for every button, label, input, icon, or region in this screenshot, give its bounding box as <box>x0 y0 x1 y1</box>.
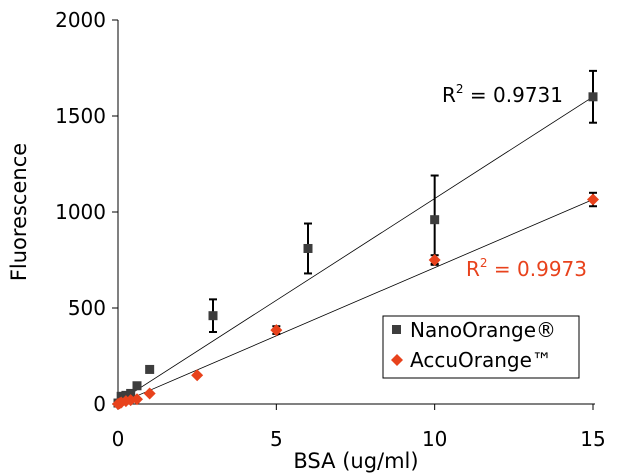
point-nanoorange <box>145 364 155 374</box>
r2-nanoorange-exp: 2 <box>456 82 464 96</box>
legend-box <box>382 315 580 379</box>
point-accuorange <box>587 193 599 206</box>
point-accuorange <box>131 393 143 406</box>
data-points <box>112 92 599 410</box>
point-accuorange <box>143 387 156 400</box>
r2-accuorange-value: = 0.9973 <box>488 257 587 281</box>
r2-accuorange: R2 = 0.9973 <box>466 256 587 281</box>
legend: NanoOrange® AccuOrange™ <box>382 315 580 379</box>
fit-line-nanoorange <box>117 96 594 403</box>
point-nanoorange <box>588 92 598 102</box>
r2-accuorange-exp: 2 <box>480 256 488 270</box>
y-tick-label: 2000 <box>55 8 106 32</box>
r2-accuorange-label: R <box>466 257 480 281</box>
r2-nanoorange-value: = 0.9731 <box>464 83 563 107</box>
x-axis-title: BSA (ug/ml) <box>293 449 418 473</box>
x-tick-label: 5 <box>270 427 283 451</box>
point-nanoorange <box>430 215 440 225</box>
x-ticks: 0 5 10 15 <box>112 404 606 451</box>
point-nanoorange <box>303 243 313 253</box>
x-tick-label: 10 <box>422 427 447 451</box>
x-tick-label: 15 <box>580 427 605 451</box>
point-accuorange <box>270 324 283 337</box>
legend-label-nanoorange: NanoOrange® <box>410 318 556 342</box>
point-accuorange <box>428 254 441 266</box>
y-tick-label: 0 <box>93 392 106 416</box>
r2-nanoorange: R2 = 0.9731 <box>442 82 563 107</box>
legend-label-accuorange: AccuOrange™ <box>410 348 552 372</box>
point-nanoorange <box>132 381 142 391</box>
point-nanoorange <box>126 388 136 398</box>
point-nanoorange <box>116 391 126 401</box>
y-axis-title: Fluorescence <box>7 143 31 281</box>
point-accuorange <box>191 369 204 382</box>
legend-marker-accuorange <box>391 354 403 366</box>
y-tick-label: 1000 <box>55 200 106 224</box>
x-tick-label: 0 <box>112 427 125 451</box>
legend-marker-nanoorange <box>392 325 401 334</box>
y-tick-label: 1500 <box>55 104 106 128</box>
point-nanoorange <box>208 311 218 321</box>
error-bars <box>209 69 597 335</box>
r2-nanoorange-label: R <box>442 83 456 107</box>
y-ticks: 0 500 1000 1500 2000 <box>55 8 118 416</box>
y-tick-label: 500 <box>68 296 106 320</box>
